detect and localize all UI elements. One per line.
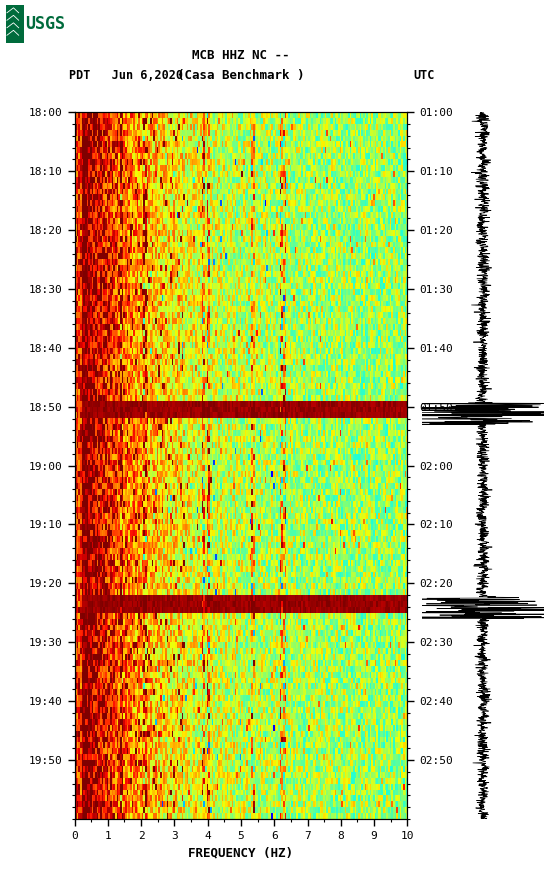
Text: MCB HHZ NC --: MCB HHZ NC -- xyxy=(192,49,290,62)
Text: PDT   Jun 6,2020: PDT Jun 6,2020 xyxy=(69,69,183,82)
Text: (Casa Benchmark ): (Casa Benchmark ) xyxy=(177,69,305,82)
Text: USGS: USGS xyxy=(25,15,65,33)
X-axis label: FREQUENCY (HZ): FREQUENCY (HZ) xyxy=(188,847,294,859)
Text: UTC: UTC xyxy=(413,69,434,82)
Bar xyxy=(6,5,24,43)
